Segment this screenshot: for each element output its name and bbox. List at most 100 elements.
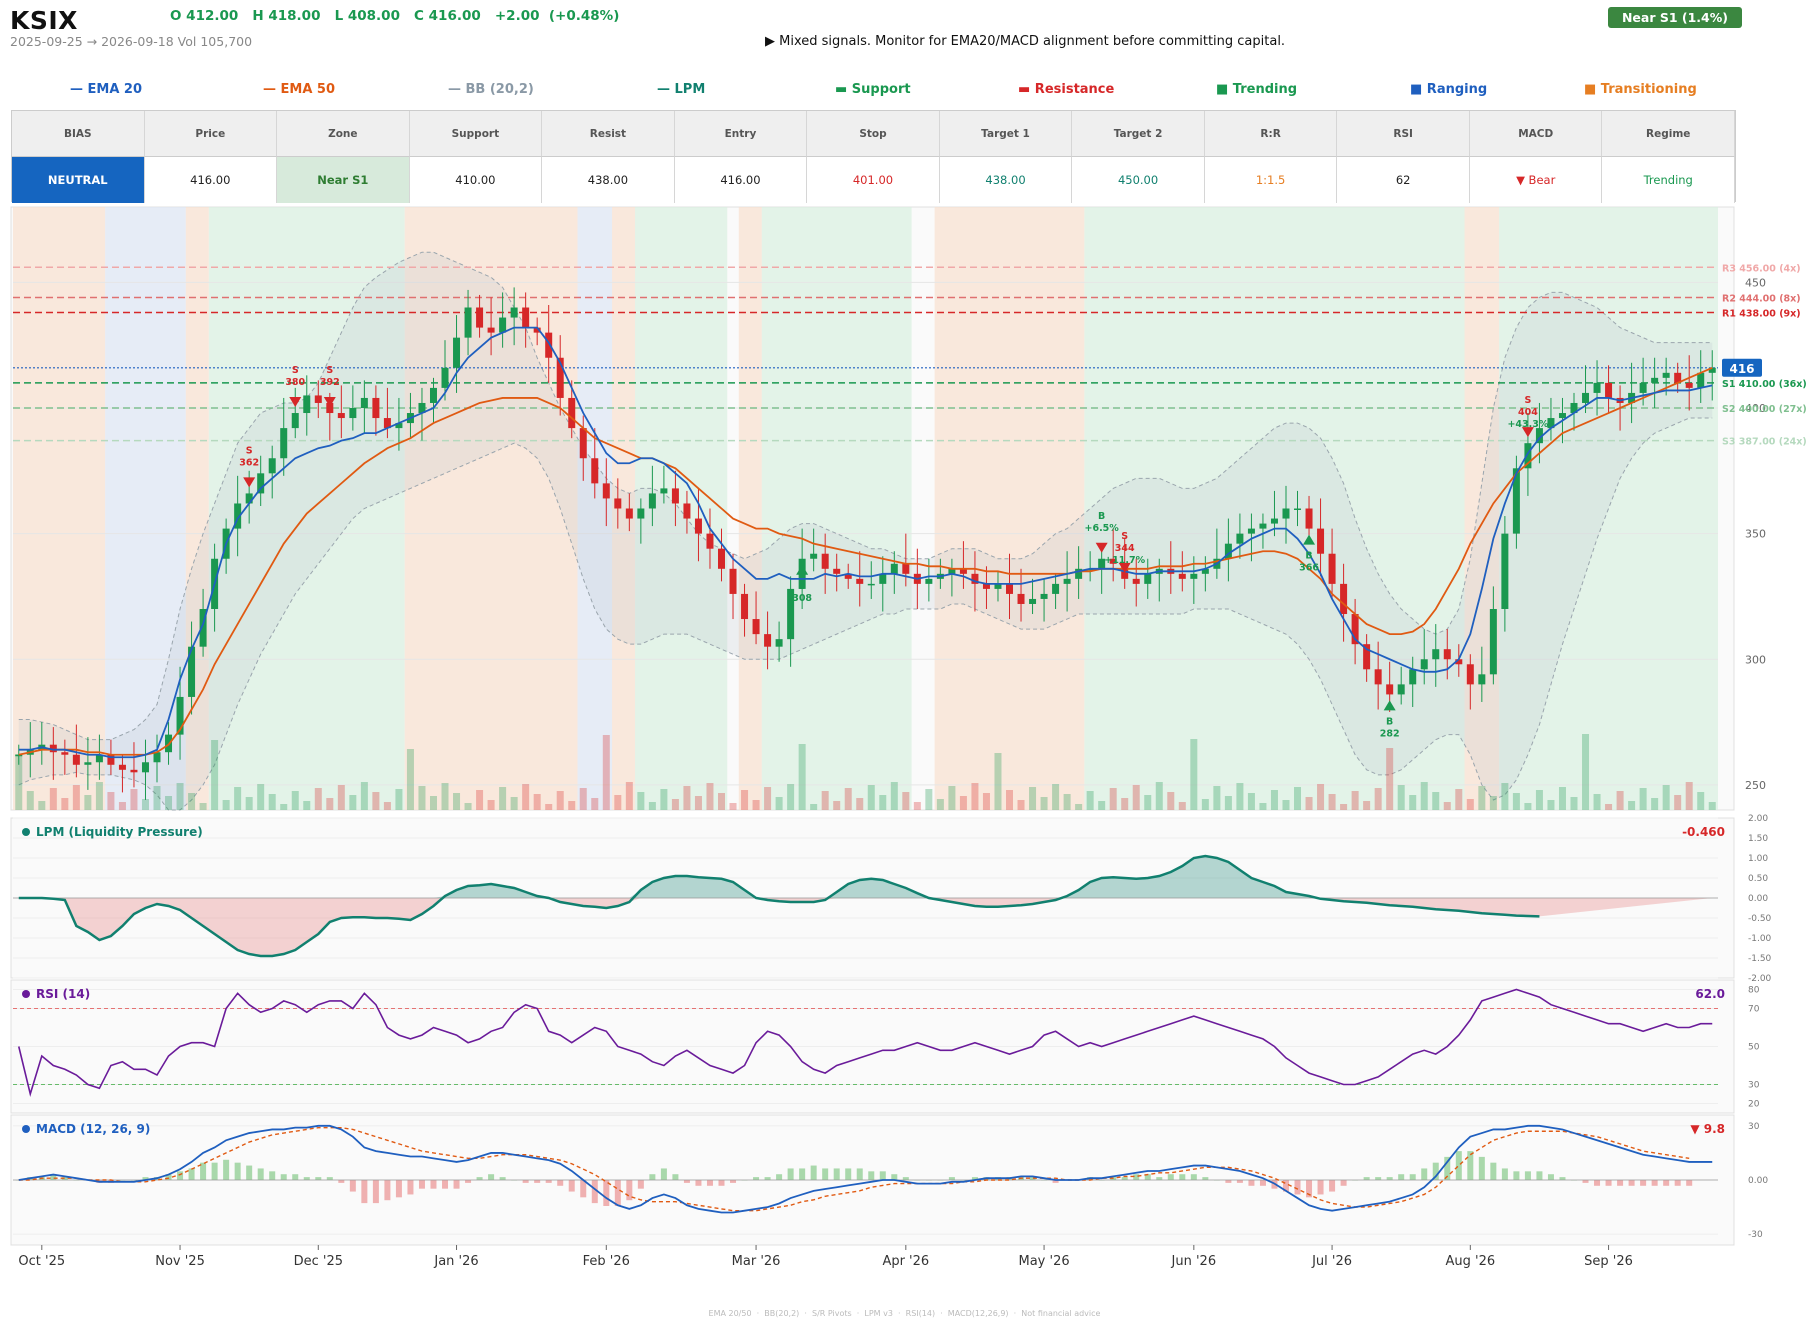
legend-resistance[interactable]: ▬ Resistance (1018, 82, 1115, 97)
volume-bar (694, 796, 702, 810)
summary-value-9: 1:1.5 (1204, 157, 1338, 203)
macd-hist-bar (1490, 1162, 1497, 1180)
legend-ranging[interactable]: ■ Ranging (1410, 82, 1488, 97)
lpm-tick-4: 0.00 (1748, 894, 1768, 904)
volume-bar (579, 788, 587, 810)
candle-body (291, 413, 299, 429)
volume-bar (222, 800, 230, 810)
ohlc-readout: O 412.00 H 418.00 L 408.00 C 416.00 +2.0… (170, 8, 620, 24)
volume-bar (1224, 796, 1232, 810)
volume-bar (1270, 790, 1278, 810)
candle-body (717, 548, 725, 569)
candle-body (660, 488, 668, 494)
macd-hist-bar (776, 1174, 783, 1180)
volume-bar (821, 791, 829, 810)
candle-body (579, 428, 587, 459)
candle-body (1109, 558, 1117, 564)
volume-bar (1247, 793, 1255, 810)
volume-bar (1351, 791, 1359, 810)
macd-hist-bar (1156, 1177, 1163, 1180)
marker-label-0: S (246, 445, 253, 456)
candle-body (510, 307, 518, 318)
volume-bar (1155, 782, 1163, 810)
macd-hist-bar (730, 1180, 737, 1183)
macd-hist-bar (1421, 1168, 1428, 1180)
candle-body (1282, 508, 1290, 519)
candle-body (741, 593, 749, 620)
candle-body (1144, 573, 1152, 584)
candle-body (568, 397, 576, 429)
regime-band-9 (761, 207, 912, 810)
macd-hist-bar (948, 1177, 955, 1180)
ticker-symbol: KSIX (10, 6, 78, 35)
candle-body (787, 588, 795, 640)
volume-bar (303, 801, 311, 810)
volume-bar (545, 804, 553, 810)
lpm-tick-3: 0.50 (1748, 874, 1768, 884)
macd-hist-bar (211, 1162, 218, 1180)
volume-bar (879, 795, 887, 810)
macd-hist-bar (1409, 1174, 1416, 1180)
candle-body (1478, 674, 1486, 685)
volume-bar (867, 785, 875, 810)
regime-band-13 (1499, 207, 1718, 810)
volume-bar (360, 782, 368, 810)
sell-marker-0 (243, 477, 256, 488)
macd-title-dot (22, 1125, 30, 1133)
candle-body (360, 397, 368, 408)
volume-bar (844, 788, 852, 810)
candle-body (1190, 573, 1198, 579)
sell-marker-2 (323, 397, 336, 408)
candle-body (234, 503, 242, 529)
macd-hist-bar (1029, 1177, 1036, 1180)
marker-label-8: S (1524, 395, 1531, 406)
legend-trending[interactable]: ■ Trending (1216, 82, 1298, 97)
regime-band-0 (13, 207, 106, 810)
sr-level-label-4: S2 400.00 (27x) (1722, 404, 1807, 415)
volume-bar (1489, 796, 1497, 810)
volume-bar (1605, 804, 1613, 810)
marker-label-5: S (1121, 531, 1128, 542)
price-tag-label: 416 (1729, 362, 1754, 376)
buy-marker-7 (1383, 700, 1396, 711)
lpm-tick-0: 2.00 (1748, 814, 1768, 824)
ema20-line (18, 326, 1713, 759)
candle-body (1651, 377, 1659, 383)
volume-bar (464, 803, 472, 810)
legend-ema20[interactable]: — EMA 20 (70, 82, 143, 97)
rsi-tick-0: 80 (1748, 986, 1760, 996)
macd-hist-bar (672, 1174, 679, 1180)
candle-body (1570, 402, 1578, 414)
candle-body (188, 646, 196, 697)
candle-body (1063, 578, 1071, 584)
volume-bar (1374, 788, 1382, 810)
candle-body (153, 752, 161, 763)
legend-support[interactable]: ▬ Support (835, 82, 911, 97)
rsi-tick-2: 50 (1748, 1043, 1760, 1053)
macd-hist-bar (1605, 1180, 1612, 1186)
macd-hist-bar (223, 1159, 230, 1180)
macd-hist-bar (626, 1180, 633, 1201)
volume-bar (1685, 782, 1693, 810)
summary-value-11: ▼ Bear (1469, 157, 1603, 203)
x-tick-4: Feb '26 (583, 1254, 630, 1269)
legend-bb[interactable]: — BB (20,2) (448, 82, 534, 97)
legend-transitioning[interactable]: ■ Transitioning (1584, 82, 1697, 97)
legend-ema50[interactable]: — EMA 50 (263, 82, 336, 97)
macd-hist-bar (177, 1171, 184, 1180)
volume-bar (1570, 797, 1578, 810)
volume-bar (1236, 783, 1244, 810)
sell-marker-8 (1521, 427, 1534, 438)
candle-body (72, 754, 80, 765)
macd-hist-bar (1651, 1180, 1658, 1186)
candle-body (821, 553, 829, 569)
macd-hist-bar (810, 1165, 817, 1180)
volume-bar (1063, 794, 1071, 810)
candle-body (441, 367, 449, 388)
legend-lpm[interactable]: — LPM (657, 82, 706, 97)
macd-hist-bar (522, 1180, 529, 1183)
volume-bar (660, 789, 668, 810)
volume-bar (1328, 794, 1336, 810)
marker-value-8: 404 (1518, 407, 1538, 418)
candle-body (1294, 508, 1302, 510)
